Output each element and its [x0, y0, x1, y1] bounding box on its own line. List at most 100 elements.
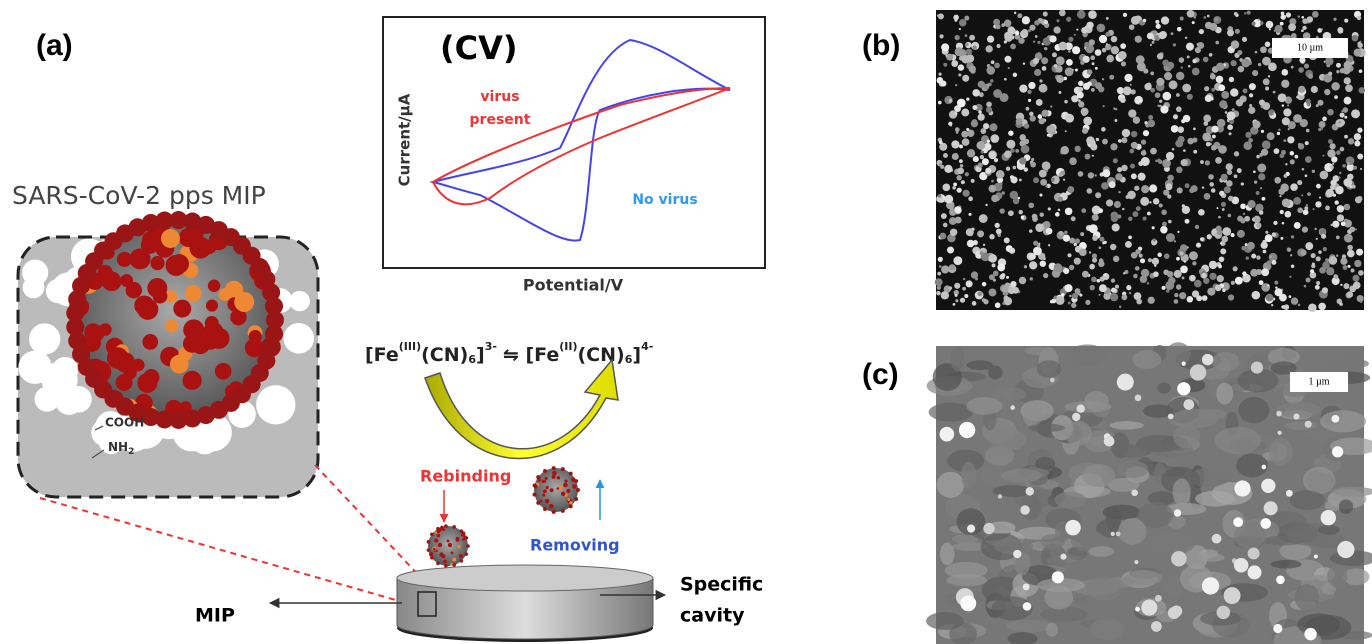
particle — [1260, 21, 1264, 25]
virus-spike — [545, 499, 549, 503]
particle — [979, 251, 983, 255]
particle — [954, 283, 960, 289]
particle — [1136, 299, 1142, 305]
particle — [1153, 271, 1159, 277]
particle — [1168, 414, 1174, 420]
particle — [1234, 480, 1250, 496]
particle — [1123, 272, 1125, 274]
particle — [1157, 253, 1161, 257]
particle — [1104, 273, 1106, 275]
particle — [971, 180, 974, 183]
particle — [1340, 147, 1345, 152]
particle — [939, 34, 943, 38]
particle — [966, 49, 972, 55]
particle — [1291, 235, 1294, 238]
particle — [1134, 186, 1139, 191]
particle — [1072, 293, 1078, 299]
particle — [1028, 99, 1031, 102]
particle — [994, 63, 1000, 69]
texture — [1118, 461, 1148, 478]
particle — [973, 156, 979, 162]
texture — [1088, 546, 1114, 557]
particle — [959, 422, 975, 438]
particle — [1035, 223, 1044, 232]
particle — [1243, 141, 1251, 149]
particle — [1034, 69, 1041, 76]
particle — [1102, 139, 1108, 145]
particle — [1354, 260, 1361, 267]
particle — [1332, 163, 1334, 165]
particle — [1289, 276, 1291, 278]
particle — [1036, 99, 1043, 106]
particle — [1162, 222, 1167, 227]
particle — [1158, 31, 1166, 39]
particle — [961, 180, 965, 184]
particle — [1202, 186, 1204, 188]
particle — [955, 35, 960, 40]
particle — [1041, 57, 1048, 64]
mip-label: MIP — [195, 605, 235, 627]
particle — [1081, 27, 1087, 33]
particle — [1291, 264, 1294, 267]
particle — [1074, 146, 1080, 152]
group-label: NH — [108, 440, 128, 454]
particle — [1105, 32, 1110, 37]
formula-part: ⇋ [Fe — [503, 344, 559, 366]
particle — [1040, 179, 1047, 186]
particle — [1111, 36, 1117, 42]
particle — [1344, 234, 1353, 243]
particle — [1302, 226, 1308, 232]
particle — [1229, 77, 1234, 82]
particle — [1111, 288, 1116, 293]
particle — [1069, 157, 1077, 165]
particle — [1024, 139, 1030, 145]
particle — [1311, 86, 1318, 93]
virus-spike — [569, 501, 572, 504]
particle — [1110, 143, 1117, 150]
particle — [960, 595, 976, 611]
particle — [1171, 125, 1179, 133]
particle — [1274, 177, 1281, 184]
particle — [1261, 268, 1269, 276]
particle — [1358, 270, 1364, 276]
particle — [1099, 246, 1102, 249]
particle — [1325, 57, 1333, 65]
virus-spike — [436, 562, 440, 566]
virus-spike — [543, 469, 547, 473]
polymer-blob — [22, 260, 48, 286]
texture — [945, 562, 988, 579]
particle — [1099, 284, 1107, 292]
particle — [978, 81, 985, 88]
particle — [1141, 157, 1150, 166]
particle — [1143, 130, 1149, 136]
particle — [986, 107, 992, 113]
particle — [1357, 16, 1361, 20]
particle — [1152, 41, 1155, 44]
particle — [1285, 211, 1292, 218]
particle — [1150, 44, 1152, 46]
particle — [961, 55, 970, 64]
particle — [959, 28, 961, 30]
y-axis-label: Current/µA — [396, 93, 414, 186]
particle — [1130, 84, 1132, 86]
particle — [1209, 23, 1217, 31]
particle — [1024, 265, 1027, 268]
particle — [1024, 167, 1028, 171]
particle — [955, 294, 958, 297]
particle — [1080, 60, 1084, 64]
particle — [938, 194, 941, 197]
particle — [989, 234, 994, 239]
particle — [1267, 132, 1275, 140]
virus-spike — [452, 525, 456, 529]
texture — [1054, 492, 1086, 508]
particle — [1281, 12, 1285, 16]
particle — [1305, 242, 1313, 250]
particle — [1280, 210, 1284, 214]
particle — [1167, 194, 1171, 198]
particle — [1099, 258, 1104, 263]
particle — [953, 303, 956, 306]
particle — [1211, 88, 1215, 92]
particle — [1059, 10, 1066, 17]
particle — [1123, 13, 1127, 17]
texture — [1229, 439, 1257, 453]
